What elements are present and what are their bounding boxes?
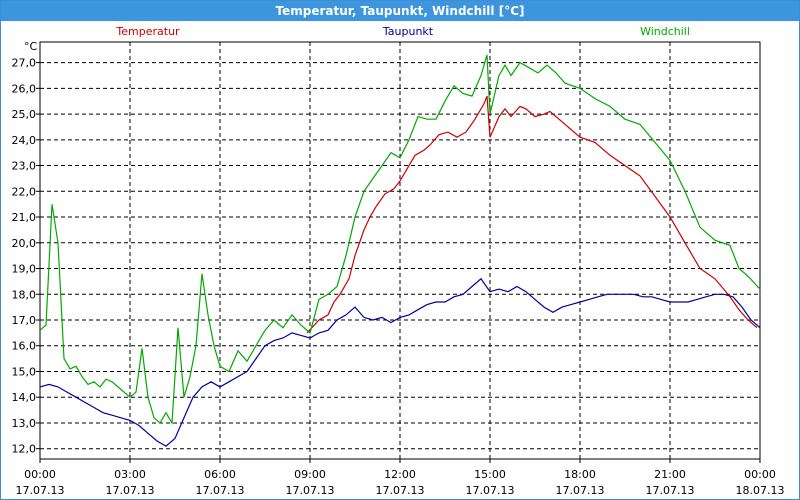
x-tick-time-label: 18:00 [564, 468, 596, 481]
x-tick-time-label: 21:00 [654, 468, 686, 481]
y-tick-label: 24,0 [12, 134, 37, 147]
y-axis-ticks: 12,0 13,0 14,0 15,0 16,0 17,0 18,0 19,0 20,0 21,0… [12, 57, 40, 456]
series-line-temperatur [306, 95, 758, 334]
y-tick-label: 14,0 [12, 391, 37, 404]
y-tick-label: 19,0 [12, 263, 37, 276]
y-axis-unit-label: °C [24, 40, 38, 53]
x-tick-time-label: 00:00 [744, 468, 776, 481]
x-tick-time-label: 12:00 [384, 468, 416, 481]
x-tick-date-label: 17.07.13 [556, 484, 605, 497]
x-tick-time-label: 09:00 [294, 468, 326, 481]
y-tick-label: 15,0 [12, 365, 37, 378]
grid-lines [40, 42, 760, 459]
x-tick-date-label: 17.07.13 [106, 484, 155, 497]
x-tick-date-label: 18.07.13 [736, 484, 785, 497]
x-tick-time-label: 15:00 [474, 468, 506, 481]
y-tick-label: 17,0 [12, 314, 37, 327]
x-axis-ticks: 00:00 17.07.13 03:00 17.07.13 06:00 17.07.13 0… [16, 459, 785, 497]
series-line-taupunkt [39, 277, 761, 447]
y-tick-label: 27,0 [12, 57, 37, 70]
y-tick-label: 25,0 [12, 108, 37, 121]
y-tick-label: 21,0 [12, 211, 37, 224]
y-tick-label: 22,0 [12, 185, 37, 198]
chart-title: Temperatur, Taupunkt, Windchill [°C] [1, 1, 799, 21]
y-tick-label: 13,0 [12, 417, 37, 430]
x-tick-date-label: 17.07.13 [646, 484, 695, 497]
x-tick-time-label: 00:00 [24, 468, 56, 481]
legend-temperatur: Temperatur [115, 25, 180, 38]
legend-taupunkt: Taupunkt [382, 25, 434, 38]
series-lines [39, 54, 761, 447]
legend: Temperatur Taupunkt Windchill [115, 25, 690, 38]
x-tick-date-label: 17.07.13 [376, 484, 425, 497]
x-tick-date-label: 17.07.13 [196, 484, 245, 497]
y-tick-label: 18,0 [12, 288, 37, 301]
series-line-windchill [39, 54, 761, 426]
legend-windchill: Windchill [640, 25, 690, 38]
y-tick-label: 16,0 [12, 340, 37, 353]
y-tick-label: 23,0 [12, 160, 37, 173]
y-tick-label: 20,0 [12, 237, 37, 250]
y-tick-label: 26,0 [12, 82, 37, 95]
x-tick-date-label: 17.07.13 [286, 484, 335, 497]
x-tick-date-label: 17.07.13 [466, 484, 515, 497]
x-tick-time-label: 06:00 [204, 468, 236, 481]
y-tick-label: 12,0 [12, 443, 37, 456]
x-tick-time-label: 03:00 [114, 468, 146, 481]
x-tick-date-label: 17.07.13 [16, 484, 65, 497]
